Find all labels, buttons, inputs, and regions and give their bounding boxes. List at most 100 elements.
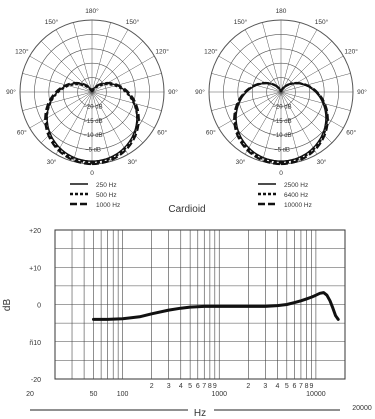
polar-spoke xyxy=(73,91,93,162)
polar-spoke xyxy=(218,91,282,129)
polar-spoke xyxy=(91,91,144,144)
polar-spoke xyxy=(22,91,93,111)
x-tick-label-minor: 4 xyxy=(275,383,279,390)
x-tick-label-minor: 2 xyxy=(246,383,250,390)
polar-spoke xyxy=(280,73,351,93)
polar-spoke xyxy=(29,55,93,93)
x-tick-label-major: 50 xyxy=(90,391,98,398)
polar-angle-label: 30° xyxy=(47,158,57,166)
y-axis-label: dB xyxy=(2,299,13,312)
x-tick-label-major: 20 xyxy=(26,391,34,398)
polar-ring-label: −20 dB xyxy=(83,104,102,110)
polar-angle-label: 90° xyxy=(195,88,205,96)
polar-spoke xyxy=(280,22,300,93)
polar-spoke xyxy=(280,29,318,93)
x-tick-label-minor: 3 xyxy=(263,383,267,390)
polar-spoke xyxy=(55,91,93,155)
polar-angle-label: 120° xyxy=(204,48,218,56)
polar-spoke xyxy=(280,55,344,93)
polar-ring-label: −15 dB xyxy=(83,119,102,125)
polar-angle-label: 90° xyxy=(168,88,178,96)
polar-angle-label: 180 xyxy=(276,8,287,15)
polar-ring-label: −10 dB xyxy=(272,133,291,139)
polar-ring-label: −15 dB xyxy=(272,119,291,125)
polar-angle-label: 150° xyxy=(234,18,248,26)
polar-angle-label: 120° xyxy=(155,48,169,56)
polar-angle-label: 120° xyxy=(344,48,358,56)
polar-chart-high-frequencies: 180 150° 150° 120° 120° 90° 90° 60° 60° 30° 30° 0 −2… xyxy=(195,8,367,177)
legend-left: 250 Hz 500 Hz 1000 Hz xyxy=(70,182,120,209)
polar-spoke xyxy=(280,91,333,144)
x-tick-label-minor: 3 xyxy=(167,383,171,390)
x-tick-label-minor: 7 xyxy=(299,383,303,390)
polar-angle-label: 0 xyxy=(90,170,94,177)
legend-label-6400hz: 6400 Hz xyxy=(284,192,308,199)
polar-angle-label: 60° xyxy=(157,129,167,137)
polar-spoke xyxy=(211,73,282,93)
polar-chart-low-frequencies: 180° 150° 150° 120° 120° 90° 90° 60° 60° 30° 30° 0 −… xyxy=(6,7,178,177)
legend-label-1000hz: 1000 Hz xyxy=(96,202,120,209)
x-tick-label-minor: 8 xyxy=(305,383,309,390)
x-axis-label: Hz xyxy=(194,408,206,419)
polar-spoke xyxy=(280,91,351,111)
polar-angle-label: 60° xyxy=(17,129,27,137)
polar-spoke xyxy=(244,91,282,155)
polar-spoke xyxy=(280,91,318,155)
polar-spoke xyxy=(91,73,162,93)
frequency-response-chart: dB Hz +20 +10 0 ñ10 -20 20 50 100 1000 10000 20000… xyxy=(2,228,372,419)
polar-spoke xyxy=(73,22,93,93)
x-tick-label-major: 20000 xyxy=(352,405,372,412)
polar-angle-label: 60° xyxy=(346,129,356,137)
legend-right: 2500 Hz 6400 Hz 10000 Hz xyxy=(258,182,312,209)
polar-spoke xyxy=(244,29,282,93)
polar-spoke xyxy=(91,29,129,93)
polar-ring-label: −10 dB xyxy=(83,133,102,139)
polar-spoke xyxy=(91,91,155,129)
polar-spoke xyxy=(55,29,93,93)
caption: Cardioid xyxy=(168,204,205,215)
legend-label-250hz: 250 Hz xyxy=(96,182,117,189)
polar-angle-label: 30° xyxy=(317,158,327,166)
polar-ring-label: −5 dB xyxy=(85,148,101,154)
polar-spoke xyxy=(29,91,93,129)
polar-ring-label: −5 dB xyxy=(274,148,290,154)
polar-spoke xyxy=(280,91,300,162)
x-tick-label-minor: 9 xyxy=(213,383,217,390)
polar-angle-label: 180° xyxy=(85,7,99,15)
polar-spoke xyxy=(91,91,162,111)
x-tick-label-minor: 8 xyxy=(208,383,212,390)
x-tick-label-major: 1000 xyxy=(211,391,227,398)
polar-angle-label: 90° xyxy=(357,88,367,96)
x-tick-label-minor: 4 xyxy=(179,383,183,390)
polar-angle-label: 30° xyxy=(236,158,246,166)
polar-angle-label: 90° xyxy=(6,88,16,96)
x-tick-label-minor: 5 xyxy=(285,383,289,390)
polar-spoke xyxy=(91,91,111,162)
legend-label-500hz: 500 Hz xyxy=(96,192,117,199)
polar-angle-label: 150° xyxy=(315,18,329,26)
legend-label-10000hz: 10000 Hz xyxy=(284,202,312,209)
polar-spoke xyxy=(262,22,282,93)
y-tick-label: +20 xyxy=(29,228,41,235)
x-tick-label-minor: 6 xyxy=(293,383,297,390)
polar-angle-label: 0 xyxy=(279,170,283,177)
polar-ring-label: −20 dB xyxy=(272,104,291,110)
polar-angle-label: 150° xyxy=(126,18,140,26)
polar-spoke xyxy=(218,55,282,93)
legend-label-2500hz: 2500 Hz xyxy=(284,182,308,189)
polar-spoke xyxy=(262,91,282,162)
polar-spoke xyxy=(22,73,93,93)
y-tick-label: +10 xyxy=(29,265,41,272)
x-tick-label-minor: 7 xyxy=(202,383,206,390)
polar-spoke xyxy=(91,55,155,93)
polar-angle-label: 120° xyxy=(15,48,29,56)
y-tick-label: 0 xyxy=(37,303,41,310)
x-tick-label-major: 10000 xyxy=(306,391,326,398)
y-tick-label: ñ10 xyxy=(29,340,41,347)
x-tick-label-major: 100 xyxy=(117,391,129,398)
x-tick-label-minor: 9 xyxy=(310,383,314,390)
polar-series-1000hz xyxy=(44,81,140,166)
polar-spoke xyxy=(91,22,111,93)
x-tick-label-minor: 5 xyxy=(188,383,192,390)
